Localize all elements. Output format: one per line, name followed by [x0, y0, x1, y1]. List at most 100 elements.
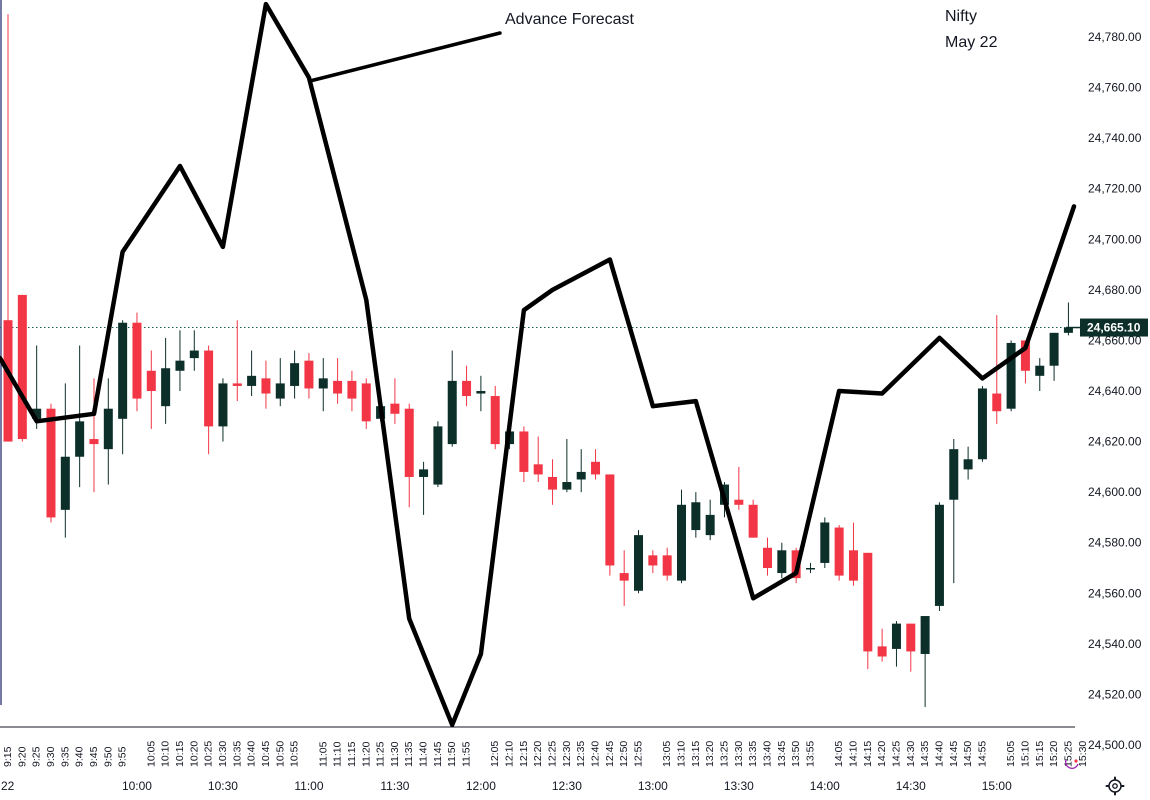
- x-tick-label: 11:50: [446, 741, 458, 767]
- x-tick-label: 10:55: [289, 741, 301, 767]
- candle-body: [46, 408, 56, 518]
- x-axis[interactable]: 9:15 9:20 9:25 9:30 9:35 9:40 9:45 9:50 9:55 10:0…: [1, 741, 1089, 793]
- candle-body: [805, 568, 815, 570]
- x-tick-label: 12:45: [604, 741, 616, 767]
- candle-body: [963, 459, 973, 470]
- candle-body: [762, 547, 772, 568]
- x-tick-label: 11:15: [346, 741, 358, 767]
- x-tick-label: 11:40: [418, 741, 430, 767]
- x-tick-label: 12:15: [518, 741, 530, 767]
- x-tick-label: 10:45: [260, 741, 272, 767]
- x-tick-label: 14:45: [948, 741, 960, 767]
- x-tick-label: 11:05: [317, 741, 329, 767]
- y-axis[interactable]: 24,500.00 24,520.00 24,540.00 24,560.00 24,5…: [1088, 30, 1142, 752]
- y-tick-label: 24,500.00: [1088, 738, 1142, 752]
- forecast-annotation-label: Advance Forecast: [505, 11, 635, 28]
- x-tick-label: 13:35: [747, 741, 759, 767]
- x-tick-label: 13:40: [761, 741, 773, 767]
- x-tick-label: 15:15: [1034, 741, 1046, 767]
- candle-body: [591, 461, 601, 475]
- candle-body: [132, 322, 142, 399]
- x-tick-label: 10:30: [217, 741, 229, 767]
- candle-body: [204, 350, 214, 427]
- candle-body: [490, 396, 500, 445]
- x-tick-label: 15:05: [1005, 741, 1017, 767]
- x-tick-label: 14:10: [847, 741, 859, 767]
- candle-body: [820, 522, 830, 563]
- x-major-tick-label: 13:30: [724, 779, 754, 793]
- candle-body: [32, 408, 42, 419]
- x-major-tick-label: 14:00: [810, 779, 840, 793]
- settings-gear-icon[interactable]: [1105, 776, 1125, 796]
- candle-body: [662, 555, 672, 576]
- x-tick-label: 14:05: [833, 741, 845, 767]
- candle-body: [533, 464, 543, 475]
- x-tick-label: 11:35: [403, 741, 415, 767]
- candle-body: [318, 378, 328, 389]
- x-tick-label: 15:10: [1019, 741, 1031, 767]
- candle-body: [834, 527, 844, 576]
- x-tick-label: 10:35: [231, 741, 243, 767]
- x-tick-label: 10:15: [174, 741, 186, 767]
- x-tick-label: 12:20: [532, 741, 544, 767]
- candle-body: [347, 380, 357, 399]
- x-tick-label: 10:20: [188, 741, 200, 767]
- x-tick-label: 9:40: [74, 746, 86, 767]
- x-tick-label: 12:55: [633, 741, 645, 767]
- y-tick-label: 24,760.00: [1088, 81, 1142, 95]
- x-tick-label: 10:05: [145, 741, 157, 767]
- candle-body: [734, 499, 744, 505]
- candle-body: [175, 360, 185, 371]
- candles-group: [3, 14, 1073, 708]
- candle-body: [89, 439, 99, 445]
- candle-body: [447, 380, 457, 445]
- x-major-tick-label: 11:30: [380, 779, 409, 793]
- candle-body: [247, 375, 257, 386]
- forecast-line-group: [0, 1, 1077, 728]
- x-major-tick-label: 10:30: [208, 779, 238, 793]
- x-tick-label: 11:55: [461, 741, 473, 767]
- y-tick-label: 24,520.00: [1088, 687, 1142, 701]
- x-major-tick-label: 22: [1, 779, 15, 793]
- instrument-label: Nifty: [945, 8, 977, 25]
- y-tick-label: 24,700.00: [1088, 232, 1142, 246]
- candle-body: [1035, 365, 1045, 376]
- x-tick-label: 15:30: [1077, 741, 1089, 767]
- x-tick-label: 9:50: [102, 746, 114, 767]
- x-tick-label: 12:35: [575, 741, 587, 767]
- annotation-pointer-line: [308, 31, 502, 83]
- y-tick-label: 24,540.00: [1088, 637, 1142, 651]
- candle-body: [419, 469, 429, 477]
- candle-body: [863, 552, 873, 652]
- candle-body: [17, 294, 27, 440]
- x-major-tick-label: 13:00: [638, 779, 668, 793]
- candle-body: [146, 370, 156, 391]
- y-tick-label: 24,740.00: [1088, 131, 1142, 145]
- candle-body: [476, 391, 486, 394]
- x-tick-label: 14:40: [933, 741, 945, 767]
- x-tick-label: 9:15: [2, 746, 14, 767]
- x-major-tick-label: 15:00: [982, 779, 1012, 793]
- candle-body: [261, 378, 271, 394]
- y-tick-label: 24,680.00: [1088, 283, 1142, 297]
- candle-body: [605, 474, 615, 566]
- candle-body: [949, 449, 959, 500]
- x-tick-label: 13:45: [776, 741, 788, 767]
- candle-body: [548, 476, 558, 490]
- candle-body: [103, 408, 113, 450]
- last-price-tag: 24,665.10: [1066, 318, 1148, 337]
- x-tick-label: 11:25: [375, 741, 387, 767]
- x-tick-label: 14:55: [976, 741, 988, 767]
- x-tick-label: 14:15: [862, 741, 874, 767]
- candle-body: [1063, 327, 1073, 333]
- candle-body: [634, 535, 644, 591]
- candle-body: [648, 555, 658, 566]
- live-marker-icon: [1065, 759, 1079, 769]
- candle-body: [161, 368, 171, 407]
- candle-body: [218, 383, 228, 427]
- x-tick-label: 13:50: [790, 741, 802, 767]
- candle-body: [748, 504, 758, 538]
- x-tick-label: 12:25: [547, 741, 559, 767]
- y-tick-label: 24,660.00: [1088, 333, 1142, 347]
